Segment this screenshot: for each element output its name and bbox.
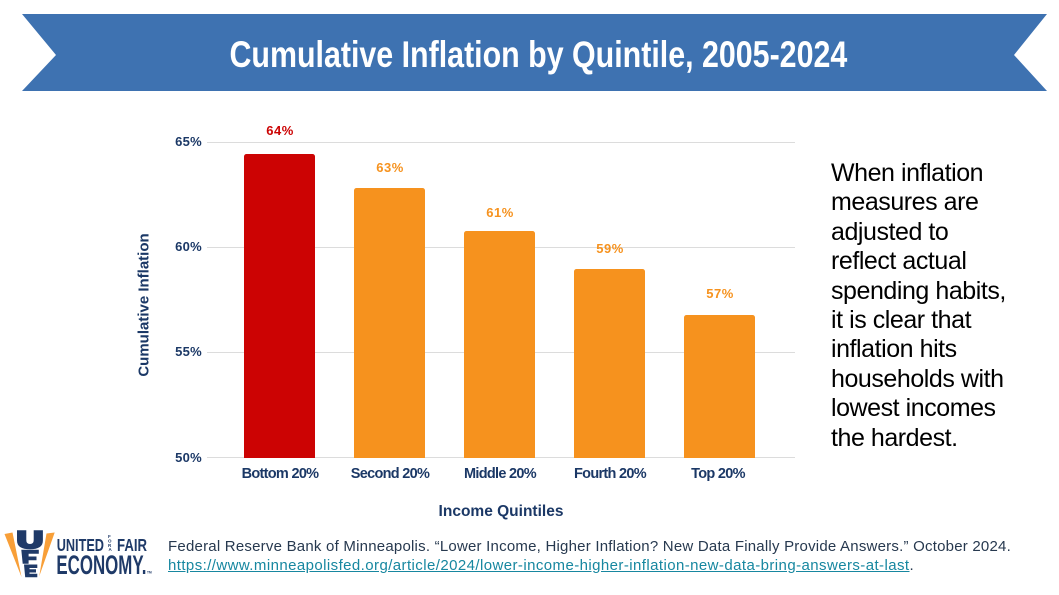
svg-text:O: O (108, 539, 112, 544)
svg-text:UNITED: UNITED (57, 535, 104, 555)
svg-text:R: R (108, 543, 112, 548)
svg-text:ECONOMY.: ECONOMY. (56, 550, 146, 580)
svg-text:FAIR: FAIR (117, 535, 147, 555)
svg-text:TM: TM (147, 570, 152, 574)
svg-text:A: A (109, 547, 113, 552)
svg-text:F: F (108, 534, 111, 539)
